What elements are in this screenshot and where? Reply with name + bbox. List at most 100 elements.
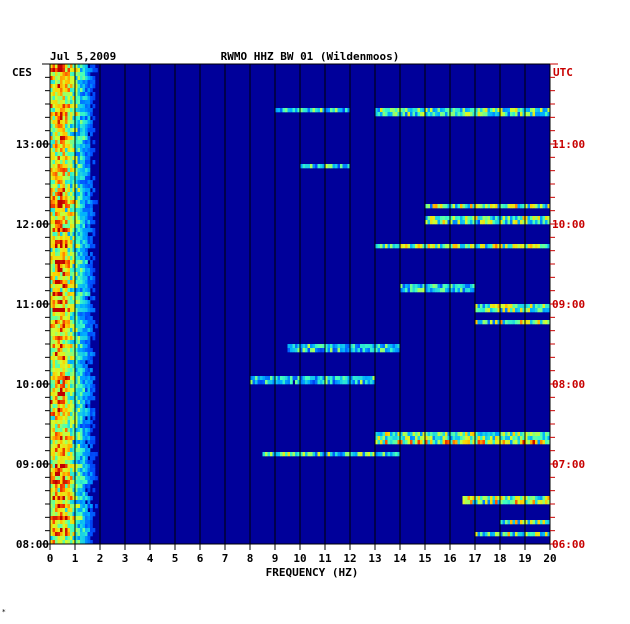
spectrogram-cell — [90, 204, 93, 209]
spectrogram-cell — [427, 432, 431, 437]
spectrogram-cell — [322, 376, 326, 381]
spectrogram-cell — [515, 108, 518, 113]
spectrogram-cell — [475, 108, 478, 113]
spectrogram-cell — [395, 344, 398, 349]
spectrogram-cell — [87, 76, 91, 81]
spectrogram-cell — [57, 84, 61, 89]
spectrogram-cell — [487, 220, 491, 225]
spectrogram-cell — [52, 260, 56, 265]
spectrogram-cell — [72, 192, 76, 197]
spectrogram-cell — [65, 332, 68, 337]
spectrogram-cell — [65, 536, 68, 541]
spectrogram-cell — [475, 320, 478, 325]
spectrogram-cell — [67, 256, 71, 261]
spectrogram-cell — [510, 308, 513, 313]
spectrogram-cell — [52, 512, 56, 517]
spectrogram-cell — [70, 156, 73, 161]
spectrogram-cell — [292, 452, 296, 457]
spectrogram-cell — [432, 216, 436, 221]
spectrogram-cell — [80, 484, 83, 489]
spectrogram-cell — [455, 288, 458, 293]
spectrogram-cell — [72, 292, 76, 297]
spectrogram-cell — [52, 484, 56, 489]
spectrogram-cell — [90, 308, 93, 313]
spectrogram-cell — [397, 112, 401, 117]
spectrogram-cell — [50, 164, 53, 169]
x-tick-label: 10 — [293, 552, 306, 565]
spectrogram-cell — [532, 320, 536, 325]
spectrogram-cell — [82, 228, 86, 233]
spectrogram-cell — [70, 268, 73, 273]
spectrogram-cell — [60, 324, 63, 329]
spectrogram-cell — [82, 104, 86, 109]
spectrogram-cell — [485, 244, 488, 249]
spectrogram-cell — [62, 356, 66, 361]
spectrogram-cell — [75, 472, 78, 477]
spectrogram-cell — [60, 316, 63, 321]
spectrogram-cell — [75, 252, 78, 257]
spectrogram-cell — [85, 268, 88, 273]
spectrogram-cell — [67, 472, 71, 477]
spectrogram-cell — [55, 268, 58, 273]
spectrogram-cell — [82, 444, 86, 449]
spectrogram-cell — [377, 440, 381, 445]
spectrogram-cell — [490, 304, 493, 309]
spectrogram-cell — [70, 76, 73, 81]
spectrogram-cell — [67, 304, 71, 309]
spectrogram-cell — [50, 388, 53, 393]
spectrogram-cell — [490, 320, 493, 325]
spectrogram-cell — [80, 416, 83, 421]
spectrogram-cell — [515, 436, 518, 441]
spectrogram-cell — [70, 168, 73, 173]
spectrogram-cell — [85, 116, 88, 121]
spectrogram-cell — [490, 432, 493, 437]
spectrogram-cell — [312, 452, 316, 457]
spectrogram-cell — [487, 308, 491, 313]
spectrogram-cell — [92, 280, 96, 285]
spectrogram-cell — [82, 344, 86, 349]
spectrogram-cell — [455, 440, 458, 445]
spectrogram-cell — [480, 108, 483, 113]
spectrogram-cell — [332, 380, 336, 385]
spectrogram-cell — [77, 216, 81, 221]
spectrogram-cell — [52, 480, 56, 485]
spectrogram-cell — [92, 92, 96, 97]
spectrogram-cell — [70, 236, 73, 241]
spectrogram-cell — [537, 532, 541, 537]
spectrogram-cell — [82, 508, 86, 513]
spectrogram-cell — [50, 200, 53, 205]
spectrogram-cell — [370, 452, 373, 457]
spectrogram-cell — [77, 68, 81, 73]
spectrogram-cell — [72, 368, 76, 373]
spectrogram-cell — [462, 108, 466, 113]
spectrogram-cell — [75, 428, 78, 433]
spectrogram-cell — [50, 140, 53, 145]
spectrogram-cell — [375, 108, 378, 113]
spectrogram-cell — [82, 464, 86, 469]
spectrogram-cell — [85, 372, 88, 377]
spectrogram-cell — [85, 472, 88, 477]
spectrogram-cell — [512, 520, 516, 525]
spectrogram-cell — [75, 432, 78, 437]
spectrogram-cell — [85, 532, 88, 537]
spectrogram-cell — [477, 108, 481, 113]
spectrogram-cell — [70, 424, 73, 429]
spectrogram-cell — [532, 112, 536, 117]
spectrogram-cell — [520, 496, 523, 501]
spectrogram-cell — [55, 496, 58, 501]
spectrogram-cell — [50, 228, 53, 233]
spectrogram-cell — [60, 272, 63, 277]
spectrogram-cell — [60, 336, 63, 341]
spectrogram-cell — [55, 464, 58, 469]
spectrogram-cell — [542, 496, 546, 501]
spectrogram-cell — [55, 156, 58, 161]
spectrogram-cell — [300, 380, 303, 385]
spectrogram-cell — [67, 372, 71, 377]
spectrogram-cell — [505, 440, 508, 445]
spectrogram-cell — [385, 244, 388, 249]
spectrogram-cell — [92, 160, 96, 165]
spectrogram-cell — [90, 496, 93, 501]
spectrogram-cell — [60, 144, 63, 149]
spectrogram-cell — [75, 256, 78, 261]
spectrogram-cell — [72, 528, 76, 533]
